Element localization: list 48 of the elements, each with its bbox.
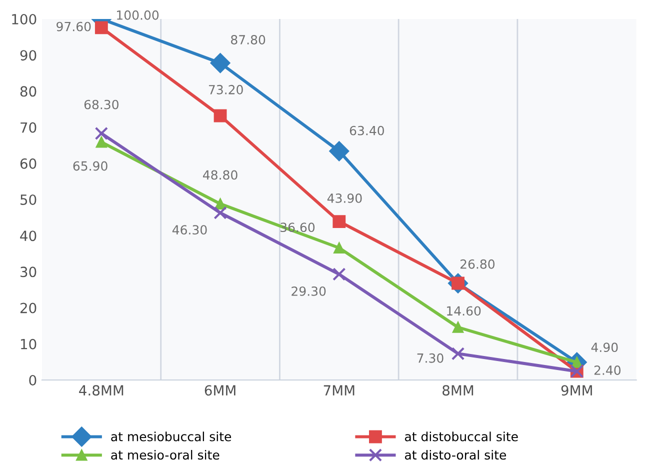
y-tick-label: 20 xyxy=(20,302,36,314)
data-label: 48.80 xyxy=(203,170,238,180)
point xyxy=(214,109,227,122)
legend-label: at disto-oral site xyxy=(404,450,506,460)
data-label: 26.80 xyxy=(460,259,495,269)
point xyxy=(451,347,465,360)
y-tick-label: 30 xyxy=(20,266,36,278)
point xyxy=(210,53,230,74)
y-tick-label: 10 xyxy=(20,338,36,350)
data-label: 2.40 xyxy=(594,366,621,375)
point xyxy=(332,215,346,228)
y-tick-label: 50 xyxy=(20,194,36,205)
data-label: 7.30 xyxy=(417,353,444,363)
data-label: 4.90 xyxy=(591,342,618,352)
y-tick-label: 60 xyxy=(20,158,36,169)
y-tick-label: 0 xyxy=(29,374,36,386)
legend-label: at mesio-oral site xyxy=(111,450,220,460)
legend-label: at mesiobuccal site xyxy=(111,432,232,442)
y-tick-label: 40 xyxy=(20,230,36,242)
data-label: 65.90 xyxy=(73,161,108,171)
data-label: 100.00 xyxy=(117,10,159,20)
x-tick-label: 8MM xyxy=(442,385,474,396)
data-label: 43.90 xyxy=(327,193,362,203)
data-label: 87.80 xyxy=(231,34,266,44)
legend-label: at distobuccal site xyxy=(404,432,518,442)
data-label: 29.30 xyxy=(292,286,326,296)
point xyxy=(96,136,108,148)
data-label: 97.60 xyxy=(56,22,91,32)
y-tick-label: 80 xyxy=(20,86,36,97)
point xyxy=(332,268,346,281)
point xyxy=(94,21,108,34)
point xyxy=(334,242,345,254)
x-tick-label: 9MM xyxy=(561,385,592,396)
data-label: 63.40 xyxy=(350,126,384,136)
x-tick-label: 7MM xyxy=(324,385,354,396)
data-label: 14.60 xyxy=(447,306,481,316)
point xyxy=(94,126,108,140)
x-tick-label: 6MM xyxy=(204,385,236,396)
x-tick-label: 4.8MM xyxy=(79,385,124,396)
y-tick-label: 90 xyxy=(20,50,36,61)
y-tick-label: 100 xyxy=(12,14,36,24)
data-label: 68.30 xyxy=(84,100,118,110)
point xyxy=(214,206,227,220)
point xyxy=(452,322,464,333)
y-tick-label: 70 xyxy=(20,122,36,133)
data-label: 46.30 xyxy=(172,225,207,235)
point xyxy=(329,141,350,162)
data-label: 73.20 xyxy=(208,84,243,94)
